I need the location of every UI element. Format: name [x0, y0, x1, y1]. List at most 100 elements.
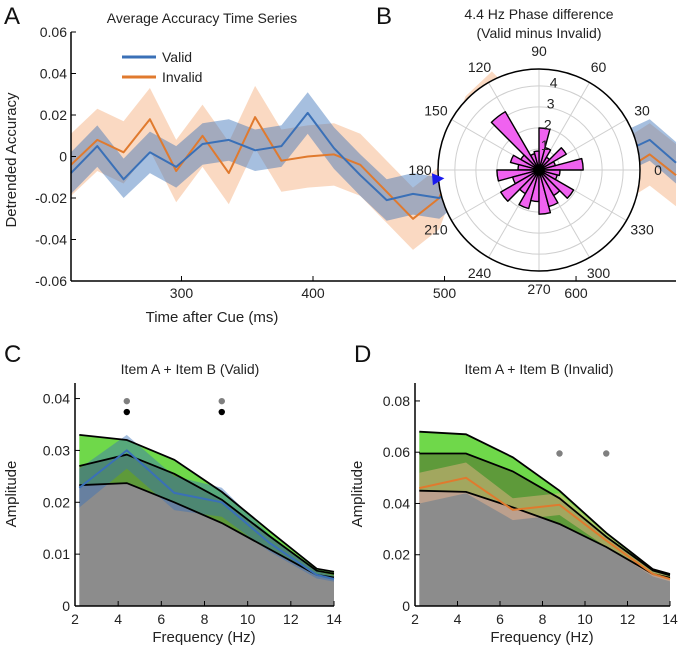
phase-bin-bar [538, 169, 575, 199]
x-tick-label: 4 [114, 611, 122, 627]
panel-d-xlabel: Frequency (Hz) [490, 629, 593, 646]
angle-tick-label: 270 [527, 281, 551, 297]
observed-line-invalid [419, 476, 671, 581]
surrogate-p95-line [419, 452, 671, 577]
phase-bin-bar [509, 154, 540, 171]
panel-b-title: 4.4 Hz Phase difference [464, 6, 613, 22]
x-tick-label: 2 [71, 611, 79, 627]
polar-outline [437, 68, 641, 272]
x-tick-label: 8 [539, 611, 547, 627]
x-tick-label: 14 [662, 611, 678, 627]
panel-a-ylabel: Detrended Accuracy [3, 92, 20, 228]
surrogate-p99-line [419, 430, 671, 575]
panel-letter-d: D [354, 341, 371, 368]
y-tick-label: 0.04 [43, 391, 70, 407]
x-tick-label: 10 [240, 611, 256, 627]
angle-tick-label: 240 [468, 265, 492, 281]
y-tick-label: 0.08 [383, 393, 410, 409]
observed-band-valid [79, 434, 334, 582]
y-tick-label: 0 [62, 598, 70, 614]
surrogate-mean-area [79, 483, 334, 606]
phase-bin-bar [500, 169, 540, 202]
panel-a-legend: Valid Invalid [122, 49, 202, 85]
significance-dot-black [218, 408, 225, 416]
x-tick-label: 6 [157, 611, 165, 627]
surrogate-p99-line [79, 434, 335, 573]
mean-phase-marker [431, 173, 445, 186]
significance-dot-gray [556, 450, 563, 457]
observed-line-valid [78, 449, 335, 580]
x-tick-label: 12 [620, 611, 636, 627]
surrogate-mean-area [419, 490, 670, 606]
x-tick-label: 500 [433, 285, 457, 301]
panel-c-xlabel: Frequency (Hz) [152, 629, 255, 646]
phase-bin-bar [538, 147, 567, 171]
phase-bin-bar [518, 169, 540, 210]
x-tick-label: 4 [454, 611, 462, 627]
x-tick-label: 14 [326, 611, 342, 627]
y-tick-label: 0.02 [40, 107, 67, 123]
significance-dot-gray [218, 397, 225, 405]
panel-d-spectrum-invalid: Item A + Item B (Invalid) Frequency (Hz)… [349, 361, 678, 646]
angle-tick-label: 150 [424, 103, 448, 119]
phase-bin-bar [538, 127, 551, 171]
angle-tick-label: 210 [424, 222, 448, 238]
panel-a-title: Average Accuracy Time Series [107, 10, 297, 26]
panel-letter-b: B [376, 3, 392, 30]
x-tick-label: 400 [301, 285, 325, 301]
legend-label-valid: Valid [162, 49, 192, 65]
y-tick-label: 0.06 [383, 444, 410, 460]
significance-dot-black [123, 408, 130, 416]
x-tick-label: 8 [201, 611, 209, 627]
panel-c-ylabel: Amplitude [3, 461, 20, 528]
significance-dot-gray [123, 397, 130, 405]
angle-tick-label: 330 [630, 222, 654, 238]
significance-dot-gray [603, 450, 610, 457]
y-tick-label: -0.04 [35, 232, 67, 248]
radial-tick-label: 1 [541, 137, 549, 153]
y-tick-label: 0.03 [43, 442, 70, 458]
y-tick-label: 0.04 [383, 495, 410, 511]
observed-band-invalid [419, 462, 670, 582]
legend-label-invalid: Invalid [162, 69, 202, 85]
angle-tick-label: 120 [468, 59, 492, 75]
radial-tick-label: 3 [547, 95, 555, 111]
x-tick-label: 12 [283, 611, 299, 627]
phase-bin-bar [490, 111, 540, 171]
x-tick-label: 10 [577, 611, 593, 627]
angle-tick-label: 90 [531, 43, 547, 59]
angle-tick-label: 300 [587, 265, 611, 281]
panel-a-xlabel: Time after Cue (ms) [146, 309, 279, 326]
x-tick-label: 6 [496, 611, 504, 627]
panel-letter-c: C [4, 341, 21, 368]
panel-d-ylabel: Amplitude [349, 461, 366, 528]
angle-tick-label: 30 [634, 103, 650, 119]
y-tick-label: 0.02 [43, 494, 70, 510]
radial-tick-label: 2 [544, 116, 552, 132]
y-tick-label: 0.02 [383, 547, 410, 563]
y-tick-label: 0 [402, 598, 410, 614]
phase-bin-bar [538, 169, 561, 177]
y-tick-label: 0.04 [40, 66, 67, 82]
angle-tick-label: 0 [654, 162, 662, 178]
surrogate-p99-area [419, 431, 670, 576]
y-tick-label: 0.06 [40, 24, 67, 40]
y-tick-label: 0 [59, 149, 67, 165]
angle-tick-label: 180 [408, 162, 432, 178]
x-tick-label: 300 [170, 285, 194, 301]
x-tick-label: 600 [564, 285, 588, 301]
panel-b-subtitle: (Valid minus Invalid) [476, 25, 601, 41]
y-tick-label: 0.01 [43, 546, 70, 562]
y-tick-label: -0.02 [35, 190, 67, 206]
radial-tick-label: 4 [550, 75, 558, 91]
panel-c-title: Item A + Item B (Valid) [121, 361, 260, 377]
angle-tick-label: 60 [591, 59, 607, 75]
panel-letter-a: A [4, 3, 20, 30]
y-tick-label: -0.06 [35, 273, 67, 289]
surrogate-p99-area [79, 434, 334, 574]
panel-b-polar-histogram: 4.4 Hz Phase difference (Valid minus Inv… [408, 6, 662, 297]
panel-c-spectrum-valid: Item A + Item B (Valid) Frequency (Hz) A… [3, 361, 342, 646]
surrogate-p95-line [79, 453, 335, 575]
panel-d-title: Item A + Item B (Invalid) [464, 361, 613, 377]
